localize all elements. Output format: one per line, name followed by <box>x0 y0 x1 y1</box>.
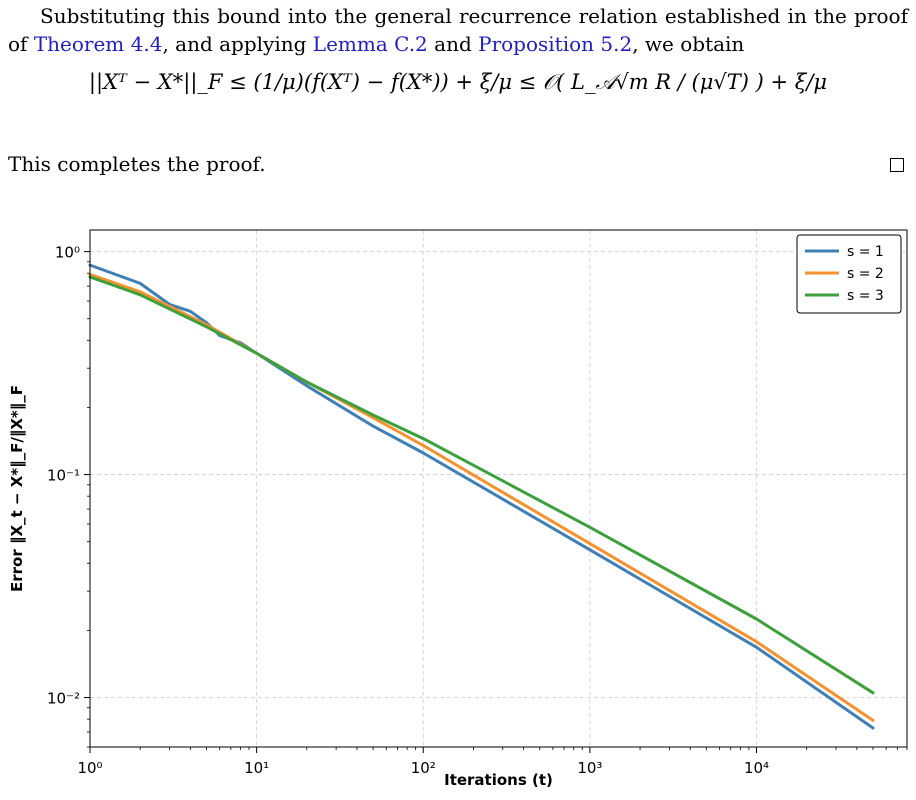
series-line <box>88 263 875 730</box>
legend-entry: s = 2 <box>847 266 884 282</box>
x-tick-label: 10³ <box>577 759 602 777</box>
lemma-link[interactable]: Lemma C.2 <box>312 32 428 56</box>
y-axis-label: Error ‖X_t − X*‖_F/‖X*‖_F <box>8 385 27 592</box>
plot-frame <box>89 229 908 748</box>
x-tick-label: 10¹ <box>244 759 269 777</box>
legend-entry: s = 3 <box>847 288 884 304</box>
proposition-link[interactable]: Proposition 5.2 <box>478 32 633 56</box>
series-line <box>88 275 875 695</box>
y-tick-label: 10⁻² <box>47 690 80 708</box>
x-tick-label: 10² <box>411 759 436 777</box>
error-convergence-chart: 10⁰ 10¹ 10² 10³ 10⁴ 10⁻² 10⁻¹ 10⁰ Iterations (t)… <box>8 229 908 789</box>
proof-paragraph: Substituting this bound into the general… <box>8 2 908 58</box>
legend-entry: s = 1 <box>847 244 884 260</box>
conclusion-text: This completes the proof. <box>8 152 266 176</box>
series-line <box>88 272 875 722</box>
theorem-link[interactable]: Theorem 4.4 <box>33 32 163 56</box>
x-tick-label: 10⁰ <box>77 759 102 777</box>
x-axis-label: Iterations (t) <box>444 771 553 789</box>
paragraph-text: , we obtain <box>632 32 745 56</box>
x-tick-label: 10⁴ <box>744 759 769 777</box>
paragraph-text: , and applying <box>162 32 313 56</box>
qed-square-icon <box>890 158 904 172</box>
paragraph-text: and <box>427 32 479 56</box>
paragraph-text: Substituting this bound into the general… <box>8 4 908 56</box>
y-tick-label: 10⁰ <box>55 244 80 262</box>
equation: ||Xᵀ − X*||_F ≤ (1/μ)(f(Xᵀ) − f(X*)) + ξ… <box>88 70 828 94</box>
y-tick-label: 10⁻¹ <box>47 467 80 485</box>
